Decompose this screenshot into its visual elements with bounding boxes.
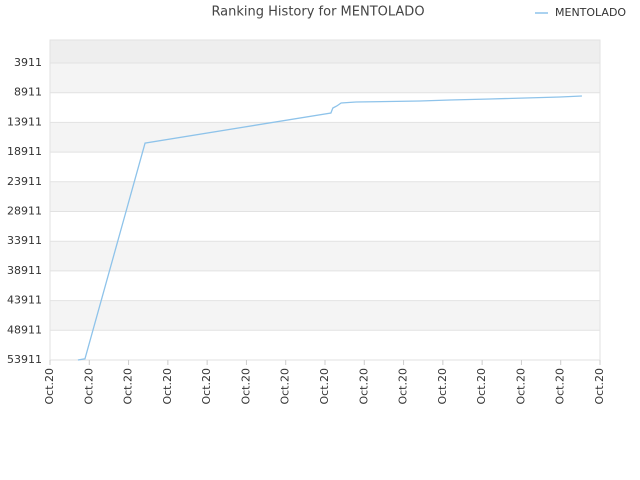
x-tick-label: Oct.20 [397, 368, 410, 405]
x-tick-label: Oct.20 [82, 368, 95, 405]
grid-band [50, 152, 600, 182]
x-tick-label: Oct.20 [200, 368, 213, 405]
grid-band [50, 241, 600, 271]
x-tick-label: Oct.20 [122, 368, 135, 405]
x-tick-label: Oct.20 [161, 368, 174, 405]
x-tick-label: Oct.20 [514, 368, 527, 405]
x-tick-label: Oct.20 [554, 368, 567, 405]
grid-band [50, 122, 600, 153]
y-tick-label: 53911 [7, 353, 42, 366]
y-tick-label: 28911 [7, 204, 42, 217]
y-tick-label: 38911 [7, 264, 42, 277]
x-tick-label: Oct.20 [318, 368, 331, 405]
grid-band [50, 211, 600, 242]
y-tick-label: 8911 [14, 86, 42, 99]
grid-band [50, 270, 600, 301]
y-tick-label: 3911 [14, 56, 42, 69]
y-tick-label: 43911 [7, 294, 42, 307]
x-tick-label: Oct.20 [357, 368, 370, 405]
x-tick-label: Oct.20 [43, 368, 56, 405]
y-tick-label: 23911 [7, 175, 42, 188]
grid-band [50, 92, 600, 123]
x-tick-label: Oct.20 [436, 368, 449, 405]
grid-band [50, 300, 600, 331]
chart-title: Ranking History for MENTOLADO [211, 5, 424, 20]
x-tick-label: Oct.20 [475, 368, 488, 405]
line [77, 95, 582, 361]
x-tick-label: Oct.20 [593, 368, 606, 405]
y-tick-label: 18911 [7, 145, 42, 158]
grid-band [50, 62, 600, 93]
grid-band [50, 181, 600, 212]
y-tick-label: 33911 [7, 234, 42, 247]
legend-label: MENTOLADO [555, 6, 626, 19]
grid-band [50, 330, 600, 360]
x-tick-label: Oct.20 [239, 368, 252, 405]
y-tick-label: 13911 [7, 115, 42, 128]
x-tick-label: Oct.20 [279, 368, 292, 405]
y-tick-label: 48911 [7, 323, 42, 336]
grid-band [50, 40, 600, 63]
